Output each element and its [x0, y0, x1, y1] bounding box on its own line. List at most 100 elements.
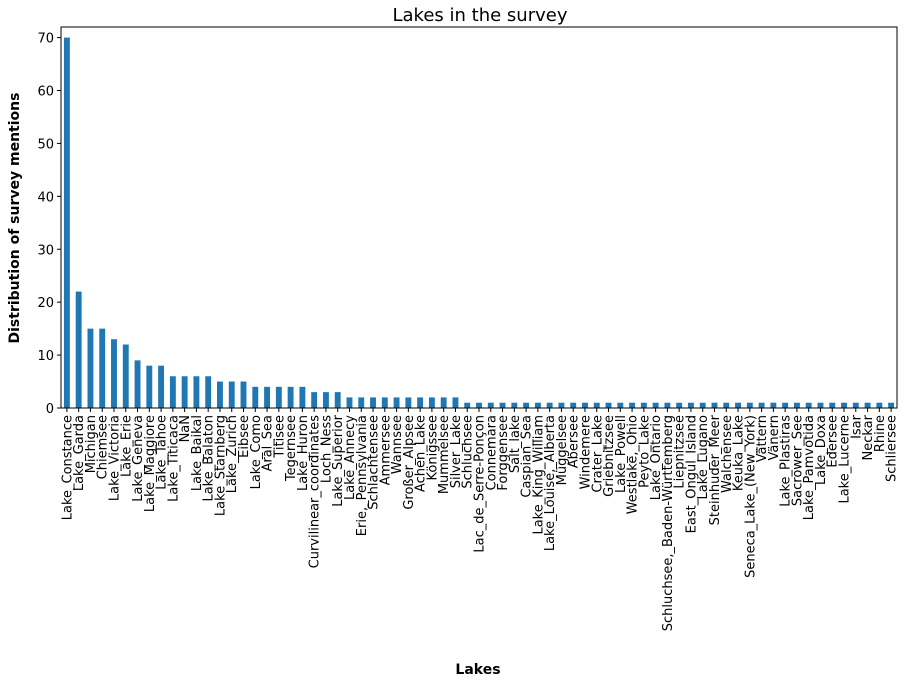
- bar-48: [629, 402, 636, 408]
- x-tick-label: NaN: [178, 415, 193, 442]
- x-tick-label: Müggelsee: [555, 415, 570, 485]
- bar-17: [264, 386, 270, 408]
- x-tick-label: Silver_Lake: [449, 415, 464, 488]
- x-tick-label: Lake_Ontario: [649, 415, 664, 500]
- bar-56: [723, 402, 730, 408]
- y-tick-label: 50: [37, 137, 54, 152]
- bar-15: [240, 381, 247, 408]
- x-tick-label: East_Ongul_Island: [684, 415, 699, 533]
- x-tick-label: Lake_Powell: [614, 415, 629, 493]
- bars-group: [63, 37, 895, 409]
- x-tick-label: Griebnitzsee: [602, 415, 617, 497]
- bar-64: [817, 402, 824, 408]
- bar-7: [146, 365, 153, 408]
- bar-14: [228, 381, 235, 408]
- bar-36: [487, 402, 494, 408]
- bar-63: [805, 402, 812, 408]
- x-tick-label: Wannsee: [390, 415, 405, 474]
- x-tick-label: Lake_Titicaca: [166, 415, 181, 502]
- bar-8: [158, 365, 165, 408]
- bar-26: [370, 397, 376, 408]
- x-tick-label: Isar: [849, 414, 864, 439]
- x-tick-label: Titisee: [272, 415, 287, 459]
- bar-3: [99, 328, 106, 409]
- x-tick-label: Keuka_Lake: [732, 415, 747, 491]
- bar-58: [746, 402, 753, 408]
- bar-69: [876, 402, 883, 408]
- bar-51: [664, 402, 671, 408]
- bar-10: [181, 376, 188, 408]
- bar-49: [640, 402, 647, 408]
- bar-41: [546, 402, 553, 408]
- bar-45: [593, 402, 600, 408]
- x-tick-label: Vättern: [755, 415, 770, 462]
- x-tick-label: Schliersee: [885, 415, 900, 482]
- x-tick-label: Rhine: [873, 415, 888, 452]
- x-tick-label: Lake_Plastiras: [779, 415, 794, 507]
- bar-62: [793, 402, 800, 408]
- x-tick-label: Lake_Starnberg: [213, 415, 228, 516]
- x-tick-label: Connemara: [484, 415, 499, 490]
- bar-0: [63, 37, 70, 408]
- x-tick-label: Schlachtensee: [367, 415, 382, 510]
- x-tick-label: Lake_Como: [249, 415, 264, 489]
- bar-27: [381, 397, 388, 408]
- bar-55: [711, 402, 718, 408]
- x-tick-label: Lake_Zurich: [225, 415, 240, 493]
- bar-33: [452, 397, 459, 408]
- x-tick-label: Mummelsee: [437, 415, 452, 494]
- x-tick-label: Königssee: [425, 415, 440, 480]
- bar-25: [358, 397, 365, 408]
- bar-66: [841, 402, 847, 408]
- bar-34: [464, 402, 471, 408]
- bar-42: [558, 402, 565, 408]
- x-tick-label: Schluchsee: [461, 415, 476, 489]
- bar-6: [134, 360, 141, 409]
- y-tick-label: 10: [37, 349, 54, 364]
- bar-29: [405, 397, 412, 408]
- bar-32: [440, 397, 447, 408]
- bar-18: [275, 386, 282, 408]
- x-tick-label: Lake_Maggiore: [143, 415, 158, 512]
- x-tick-label: Steinhuder_Meer: [708, 414, 723, 525]
- x-tick-label: Lake_Lugano: [696, 415, 711, 499]
- x-tick-label: Lac_de_Serre-Ponçon: [473, 415, 488, 553]
- bar-44: [582, 402, 588, 408]
- bar-39: [523, 402, 530, 408]
- bar-2: [87, 328, 94, 409]
- x-tick-label: Neckar: [861, 414, 876, 460]
- x-tick-label: Walchensee: [720, 415, 735, 493]
- x-tick-label: Lake_Garda: [72, 415, 87, 491]
- bar-21: [311, 392, 318, 409]
- x-tick-label: Loch_Ness: [319, 415, 334, 483]
- bar-11: [193, 376, 200, 408]
- x-tick-label: Lake_Geneva: [131, 415, 146, 502]
- x-tick-label: Peyto_Lake: [637, 415, 652, 488]
- x-tick-label: Lake_Balaton: [202, 415, 217, 502]
- x-axis-label: Lakes: [455, 662, 500, 678]
- x-tick-label: Forggensee: [496, 415, 511, 491]
- bar-1: [75, 291, 82, 408]
- y-tick-label: 20: [37, 296, 54, 311]
- bar-70: [888, 402, 895, 408]
- x-tick-label: Lake_Huron: [296, 415, 311, 491]
- bar-37: [499, 402, 506, 408]
- x-tick-label: Caspian_Sea: [520, 415, 535, 498]
- x-tick-label: Chiemsee: [96, 415, 111, 479]
- bar-28: [393, 397, 400, 408]
- x-tick-label: Lake_Louise,_Alberta: [543, 415, 558, 551]
- x-tick-label: Lake_Doxa: [814, 415, 829, 485]
- x-tick-label: Erie,_Pennsylvania: [355, 415, 370, 536]
- x-tick-label: Salt_lake: [508, 415, 523, 473]
- x-tick-label: Lake_Pamvotida: [802, 415, 817, 520]
- x-tick-label: Ammersee: [378, 415, 393, 485]
- bar-12: [205, 376, 212, 408]
- bar-47: [617, 402, 624, 408]
- x-tick-label: Lake_Victoria: [107, 415, 122, 501]
- x-tick-label: Windemere: [578, 415, 593, 489]
- x-tick-label: Lake_Erie: [119, 415, 134, 477]
- bar-43: [570, 402, 577, 408]
- bar-67: [852, 402, 859, 408]
- x-tick-label: Eibsee: [237, 415, 252, 458]
- x-tick-label: Lake_Superior: [331, 414, 346, 506]
